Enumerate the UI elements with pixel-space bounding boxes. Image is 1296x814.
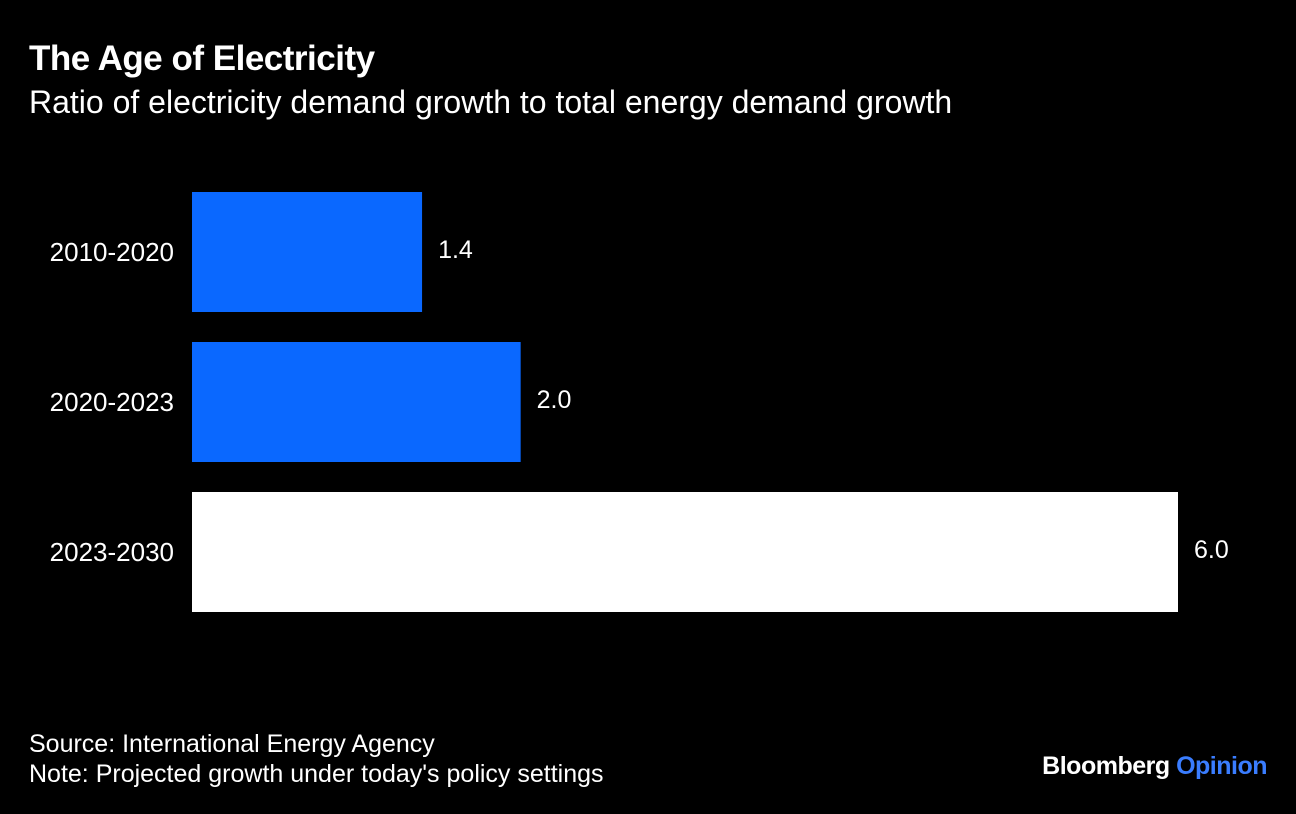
brand-suffix: Opinion [1176, 752, 1267, 780]
source-note: Source: International Energy Agency [29, 730, 435, 758]
policy-note: Note: Projected growth under today's pol… [29, 760, 604, 788]
category-label: 2020-2023 [50, 387, 174, 417]
bar-2023-2030 [192, 492, 1178, 612]
category-label: 2010-2020 [50, 237, 174, 267]
category-label: 2023-2030 [50, 537, 174, 567]
bloomberg-opinion-logo: Bloomberg Opinion [1042, 752, 1267, 781]
bar-2020-2023 [192, 342, 521, 462]
bar-chart: 2010-2020 1.4 2020-2023 2.0 2023-2030 6.0 [50, 192, 1229, 612]
brand-name: Bloomberg [1042, 752, 1170, 780]
chart-title: The Age of Electricity [29, 39, 375, 78]
chart-footer: Source: International Energy Agency Note… [29, 729, 604, 789]
value-label: 6.0 [1194, 536, 1229, 564]
value-label: 2.0 [537, 386, 572, 414]
bar-2010-2020 [192, 192, 423, 312]
chart-subtitle: Ratio of electricity demand growth to to… [29, 84, 953, 120]
value-label: 1.4 [438, 236, 473, 264]
